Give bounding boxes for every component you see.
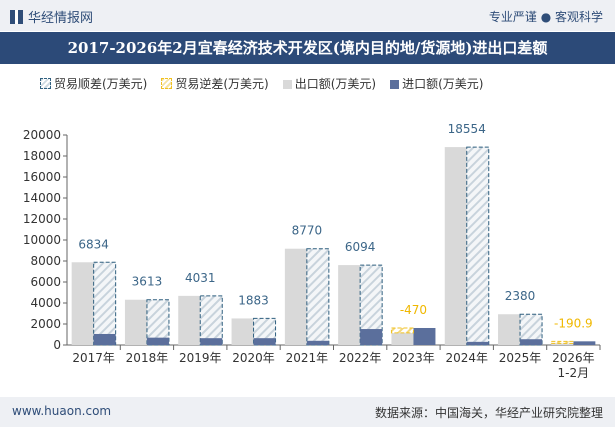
export-bar (391, 332, 414, 345)
legend-surplus: 贸易顺差(万美元) (40, 75, 147, 92)
data-label: 4031 (185, 271, 216, 285)
export-bar (178, 295, 201, 345)
legend-import: 进口额(万美元) (390, 75, 484, 92)
x-tick-label: 2017年 (72, 351, 115, 365)
surplus-bar (306, 248, 330, 346)
export-bar (551, 343, 574, 345)
surplus-swatch-icon (40, 78, 51, 89)
export-bar (444, 147, 467, 345)
y-tick-label: 20000 (23, 128, 61, 142)
import-bar (200, 338, 223, 345)
footer: www.huaon.com 数据来源：中国海关，华经产业研究院整理 (0, 397, 615, 427)
export-bar (338, 265, 361, 345)
y-tick-label: 16000 (23, 170, 61, 184)
y-tick-label: 6000 (30, 275, 61, 289)
legend-deficit: 贸易逆差(万美元) (161, 75, 269, 92)
y-tick-label: 12000 (23, 212, 61, 226)
legend-label: 贸易顺差(万美元) (54, 77, 148, 91)
export-bar (124, 299, 147, 345)
x-tick-label: 2025年 (499, 351, 542, 365)
surplus-bar (93, 261, 117, 346)
x-tick-label: 2026年 (552, 351, 595, 365)
data-label: 2380 (505, 289, 536, 303)
website-link[interactable]: www.huaon.com (12, 404, 112, 418)
data-label: 18554 (448, 122, 486, 136)
data-label: 3613 (132, 275, 163, 289)
x-tick-label: 2019年 (179, 351, 222, 365)
x-tick-label: 1-2月 (558, 366, 590, 380)
y-tick-label: 0 (53, 338, 61, 352)
data-label: -470 (400, 303, 427, 317)
export-swatch-icon (282, 80, 292, 89)
data-label: -190.9 (554, 316, 593, 330)
x-tick-label: 2021年 (286, 351, 329, 365)
data-label: 1883 (238, 293, 269, 307)
logo-text: 华经情报网 (28, 11, 94, 26)
import-bar (93, 333, 116, 345)
import-bar (573, 341, 596, 345)
y-tick-label: 8000 (30, 254, 61, 268)
y-tick-label: 14000 (23, 191, 61, 205)
legend-label: 出口额(万美元) (294, 77, 377, 91)
deficit-swatch-icon (161, 78, 173, 89)
data-label: 6094 (345, 240, 376, 254)
data-label: 6834 (78, 237, 109, 251)
x-tick-label: 2024年 (445, 351, 488, 365)
x-tick-label: 2022年 (339, 351, 382, 365)
y-tick-label: 4000 (30, 296, 61, 310)
x-tick-label: 2023年 (392, 351, 435, 365)
import-bar (306, 340, 329, 345)
legend-export: 出口额(万美元) (282, 75, 377, 92)
y-tick-label: 10000 (23, 233, 61, 247)
data-source: 数据来源：中国海关，华经产业研究院整理 (374, 406, 603, 420)
logo-icon (10, 9, 23, 24)
slogan: 专业严谨 ● 客观科学 (488, 10, 603, 24)
deficit-bar (550, 340, 574, 344)
import-bar (146, 337, 169, 345)
y-tick-label: 18000 (23, 149, 61, 163)
surplus-bar (466, 146, 490, 346)
surplus-bar (199, 295, 223, 346)
import-bar (520, 339, 543, 345)
data-label: 8770 (292, 224, 323, 238)
logo: 华经情报网 (10, 7, 93, 26)
export-bar (284, 248, 307, 345)
import-swatch-icon (390, 80, 400, 89)
legend: 贸易顺差(万美元) 贸易逆差(万美元) 出口额(万美元) 进口额(万美元) (40, 75, 484, 92)
export-bar (498, 314, 521, 345)
import-bar (413, 327, 436, 345)
export-bar (231, 318, 254, 345)
chart-title: 2017-2026年2月宜春经济技术开发区(境内目的地/货源地)进出口差额 (0, 32, 615, 64)
surplus-bar (359, 264, 383, 346)
export-bar (71, 262, 94, 345)
import-bar (253, 338, 276, 345)
legend-label: 贸易逆差(万美元) (175, 77, 269, 91)
y-tick-label: 2000 (30, 317, 61, 331)
deficit-bar (390, 327, 414, 334)
x-tick-label: 2020年 (232, 351, 275, 365)
import-bar (466, 341, 489, 345)
x-tick-label: 2018年 (126, 351, 169, 365)
legend-label: 进口额(万美元) (402, 77, 484, 91)
import-bar (360, 329, 383, 345)
header-bar: 华经情报网 专业严谨 ● 客观科学 (0, 0, 615, 31)
